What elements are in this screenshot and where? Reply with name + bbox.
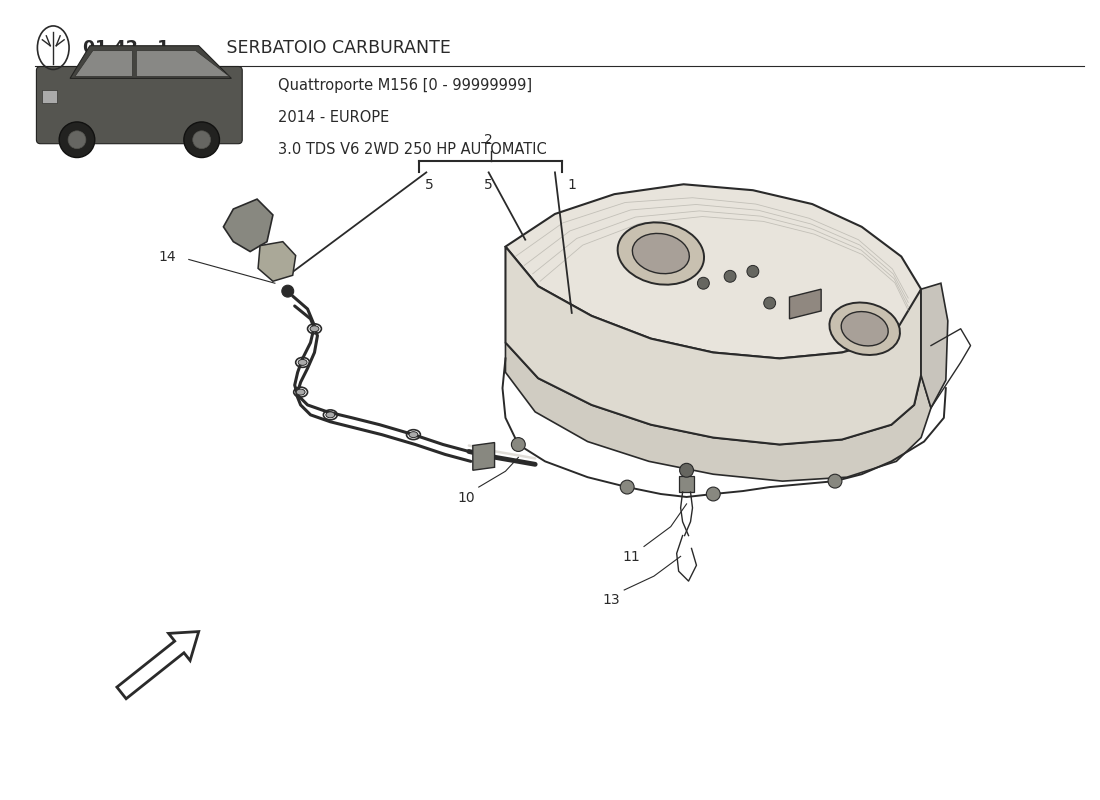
Text: 10: 10 — [458, 491, 475, 505]
Ellipse shape — [842, 311, 888, 346]
Polygon shape — [921, 283, 948, 408]
Polygon shape — [42, 90, 57, 103]
Text: SERBATOIO CARBURANTE: SERBATOIO CARBURANTE — [221, 38, 451, 57]
Polygon shape — [679, 476, 694, 492]
Text: Quattroporte M156 [0 - 99999999]: Quattroporte M156 [0 - 99999999] — [278, 78, 532, 94]
Polygon shape — [136, 50, 230, 77]
Circle shape — [282, 286, 294, 297]
Circle shape — [828, 474, 842, 488]
Ellipse shape — [409, 432, 418, 438]
Polygon shape — [506, 184, 921, 358]
Text: 2014 - EUROPE: 2014 - EUROPE — [278, 110, 389, 125]
Polygon shape — [258, 242, 296, 282]
Circle shape — [680, 463, 693, 477]
Text: 13: 13 — [603, 593, 620, 607]
Ellipse shape — [632, 234, 690, 274]
Ellipse shape — [617, 222, 704, 285]
Text: 3.0 TDS V6 2WD 250 HP AUTOMATIC: 3.0 TDS V6 2WD 250 HP AUTOMATIC — [278, 142, 547, 157]
Ellipse shape — [296, 389, 305, 395]
Text: 5: 5 — [425, 178, 433, 192]
Circle shape — [697, 278, 710, 289]
Circle shape — [724, 270, 736, 282]
Circle shape — [192, 131, 210, 149]
Ellipse shape — [310, 326, 319, 332]
Polygon shape — [75, 50, 132, 77]
Ellipse shape — [326, 412, 334, 418]
Text: 14: 14 — [158, 250, 176, 263]
Circle shape — [59, 122, 95, 158]
Circle shape — [184, 122, 220, 158]
Text: 5: 5 — [484, 178, 493, 192]
Polygon shape — [506, 342, 931, 481]
Text: 11: 11 — [623, 550, 640, 565]
Circle shape — [747, 266, 759, 278]
Circle shape — [706, 487, 721, 501]
Circle shape — [68, 131, 86, 149]
FancyBboxPatch shape — [36, 66, 242, 144]
Polygon shape — [223, 199, 273, 251]
Polygon shape — [506, 246, 921, 445]
FancyArrow shape — [117, 631, 199, 698]
Polygon shape — [70, 46, 231, 78]
Circle shape — [763, 297, 776, 309]
Polygon shape — [473, 442, 495, 470]
Circle shape — [512, 438, 526, 451]
Polygon shape — [790, 289, 821, 319]
Text: 2: 2 — [484, 133, 493, 146]
Ellipse shape — [298, 359, 307, 366]
Circle shape — [620, 480, 634, 494]
Text: 1: 1 — [568, 178, 576, 192]
Ellipse shape — [829, 302, 900, 355]
Text: 01.42 - 1: 01.42 - 1 — [82, 38, 169, 57]
